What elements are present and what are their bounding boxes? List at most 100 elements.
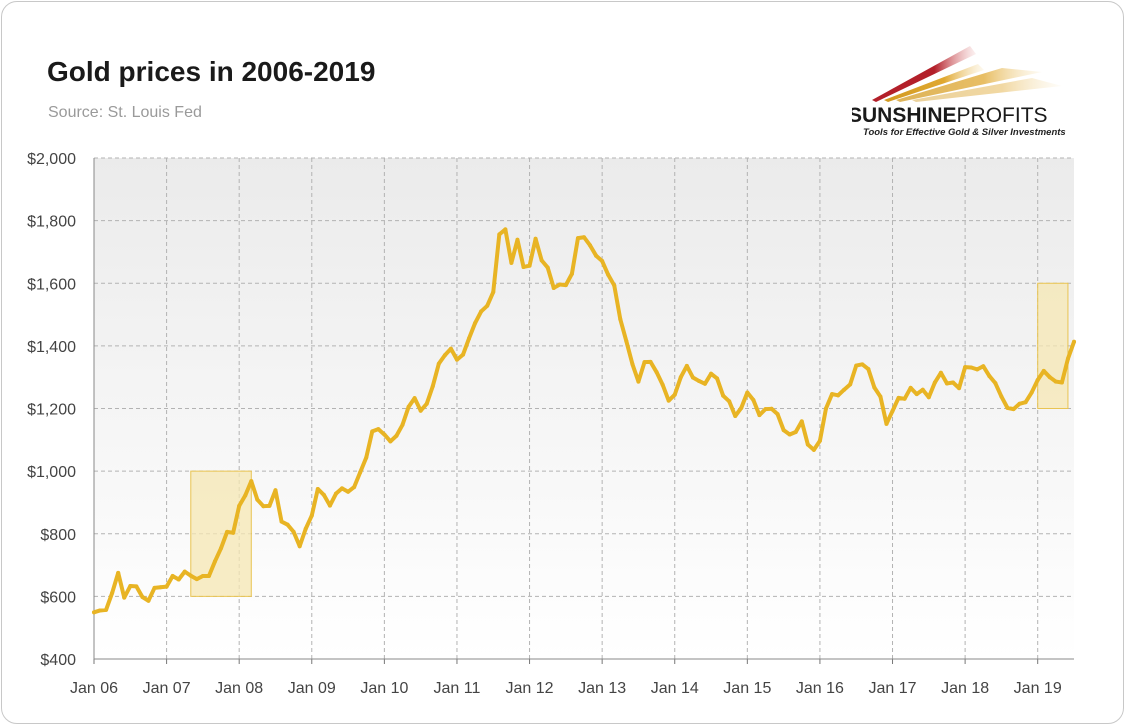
data-point <box>563 283 568 288</box>
data-point <box>442 353 447 358</box>
data-point <box>666 398 671 403</box>
series-layer <box>92 227 1076 615</box>
data-point <box>866 367 871 372</box>
data-point <box>249 479 254 484</box>
logo-tagline: Tools for Effective Gold & Silver Invest… <box>863 127 1066 138</box>
data-point <box>872 385 877 390</box>
data-point <box>594 253 599 258</box>
data-point <box>612 283 617 288</box>
data-point <box>376 427 381 432</box>
data-point <box>176 577 181 582</box>
data-point <box>969 365 974 370</box>
data-point <box>787 432 792 437</box>
data-point <box>297 544 302 549</box>
data-point <box>1072 339 1076 344</box>
data-point <box>461 352 466 357</box>
data-point <box>987 373 992 378</box>
data-point <box>793 429 798 434</box>
data-point <box>582 235 586 240</box>
data-point <box>418 408 423 413</box>
logo-red-stripe <box>872 46 976 102</box>
data-point <box>146 598 151 603</box>
data-point <box>104 607 109 612</box>
data-point <box>315 486 320 491</box>
svg-text:SUNSHINEPROFITS: SUNSHINEPROFITS <box>852 104 1048 127</box>
y-tick-label: $400 <box>40 652 76 669</box>
data-point <box>993 381 998 386</box>
data-point <box>291 529 296 534</box>
chart-subtitle: Source: St. Louis Fed <box>48 104 202 121</box>
x-tick-label: Jan 10 <box>360 680 408 697</box>
data-point <box>690 375 695 380</box>
logo-gold-stripe-2 <box>896 68 1042 102</box>
data-point <box>116 570 121 575</box>
data-point <box>158 585 163 590</box>
data-point <box>515 237 520 242</box>
data-point <box>479 309 484 314</box>
y-tick-label: $2,000 <box>27 151 76 168</box>
data-point <box>467 336 472 341</box>
data-point <box>1017 401 1022 406</box>
data-point <box>303 526 308 531</box>
data-point <box>340 486 345 491</box>
highlight-box <box>1037 282 1069 409</box>
data-point <box>1029 390 1034 395</box>
data-point <box>388 439 393 444</box>
data-point <box>696 378 701 383</box>
data-point <box>182 569 187 574</box>
data-point <box>709 371 714 376</box>
data-point <box>1005 405 1010 410</box>
data-point <box>346 489 351 494</box>
x-tick-label: Jan 08 <box>215 680 263 697</box>
data-point <box>194 577 199 582</box>
data-point <box>944 381 949 386</box>
data-point <box>212 559 217 564</box>
x-tick-labels: Jan 06 Jan 07 Jan 08 Jan 09 Jan 10 Jan 11 Jan … <box>70 680 1062 697</box>
x-tick-label: Jan 18 <box>941 680 989 697</box>
x-tick-label: Jan 13 <box>578 680 626 697</box>
data-point <box>999 394 1004 399</box>
axes <box>93 158 1074 664</box>
data-point <box>1041 368 1046 373</box>
x-tick-label: Jan 19 <box>1014 680 1062 697</box>
data-point <box>618 317 623 322</box>
y-tick-label: $600 <box>40 589 76 606</box>
data-point <box>1065 356 1070 361</box>
data-point <box>521 264 526 269</box>
data-point <box>509 260 514 265</box>
data-point <box>715 376 720 381</box>
data-point <box>231 530 236 535</box>
data-point <box>1035 378 1040 383</box>
gridlines <box>94 157 1074 659</box>
data-point <box>448 346 453 351</box>
data-point <box>963 365 968 370</box>
data-point <box>134 584 139 589</box>
data-point <box>333 491 338 496</box>
data-point <box>188 573 193 578</box>
data-point <box>557 282 562 287</box>
data-point <box>981 364 986 369</box>
data-point <box>739 405 744 410</box>
data-point <box>932 380 937 385</box>
data-point <box>926 395 931 400</box>
data-point <box>811 447 816 452</box>
data-point <box>896 395 901 400</box>
data-point <box>606 272 611 277</box>
data-point <box>309 513 314 518</box>
data-point <box>285 522 290 527</box>
data-point <box>914 392 919 397</box>
data-point <box>255 497 260 502</box>
data-point <box>721 393 726 398</box>
data-point <box>600 259 605 264</box>
data-point <box>648 359 653 364</box>
data-point <box>684 363 689 368</box>
data-point <box>267 503 272 508</box>
data-point <box>763 407 768 412</box>
data-point <box>491 290 496 295</box>
data-point <box>836 393 841 398</box>
data-point <box>588 243 593 248</box>
data-point <box>727 399 732 404</box>
data-point <box>545 265 550 270</box>
y-tick-label: $1,800 <box>27 214 76 231</box>
data-point <box>660 382 665 387</box>
